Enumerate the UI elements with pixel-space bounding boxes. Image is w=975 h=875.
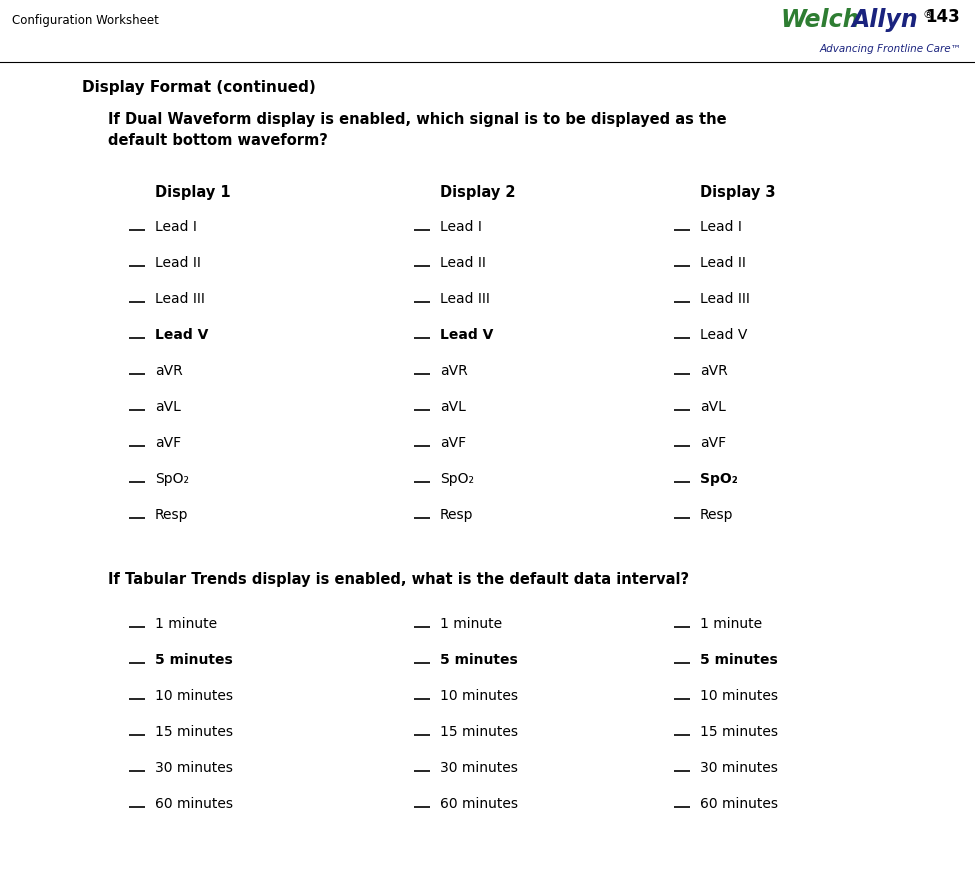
Text: 60 minutes: 60 minutes <box>155 797 233 811</box>
Text: Resp: Resp <box>440 508 474 522</box>
Text: Lead I: Lead I <box>440 220 482 234</box>
Text: If Dual Waveform display is enabled, which signal is to be displayed as the
defa: If Dual Waveform display is enabled, whi… <box>108 112 726 148</box>
Text: Resp: Resp <box>700 508 733 522</box>
Text: 1 minute: 1 minute <box>155 617 217 631</box>
Text: Lead V: Lead V <box>700 328 748 342</box>
Text: 60 minutes: 60 minutes <box>440 797 518 811</box>
Text: 5 minutes: 5 minutes <box>440 653 518 667</box>
Text: 15 minutes: 15 minutes <box>700 725 778 739</box>
Text: Lead II: Lead II <box>155 256 201 270</box>
Text: 15 minutes: 15 minutes <box>440 725 518 739</box>
Text: 60 minutes: 60 minutes <box>700 797 778 811</box>
Text: SpO₂: SpO₂ <box>155 472 189 486</box>
Text: Configuration Worksheet: Configuration Worksheet <box>12 14 159 27</box>
Text: Lead I: Lead I <box>700 220 742 234</box>
Text: 30 minutes: 30 minutes <box>440 761 518 775</box>
Text: aVR: aVR <box>700 364 727 378</box>
Text: aVL: aVL <box>155 400 181 414</box>
Text: Display Format (continued): Display Format (continued) <box>82 80 316 95</box>
Text: Welch: Welch <box>780 8 860 32</box>
Text: 10 minutes: 10 minutes <box>700 689 778 703</box>
Text: SpO₂: SpO₂ <box>700 472 738 486</box>
Text: Advancing Frontline Care™: Advancing Frontline Care™ <box>820 44 962 54</box>
Text: 30 minutes: 30 minutes <box>155 761 233 775</box>
Text: 5 minutes: 5 minutes <box>155 653 233 667</box>
Text: 1 minute: 1 minute <box>440 617 502 631</box>
Text: aVR: aVR <box>155 364 182 378</box>
Text: If Tabular Trends display is enabled, what is the default data interval?: If Tabular Trends display is enabled, wh… <box>108 572 689 587</box>
Text: aVL: aVL <box>440 400 466 414</box>
Text: Lead II: Lead II <box>440 256 486 270</box>
Text: aVR: aVR <box>440 364 468 378</box>
Text: Lead II: Lead II <box>700 256 746 270</box>
Text: SpO₂: SpO₂ <box>440 472 474 486</box>
Text: Lead V: Lead V <box>440 328 493 342</box>
Text: Lead III: Lead III <box>440 292 489 306</box>
Text: Lead I: Lead I <box>155 220 197 234</box>
Text: 143: 143 <box>925 8 960 26</box>
Text: 10 minutes: 10 minutes <box>440 689 518 703</box>
Text: aVF: aVF <box>155 436 181 450</box>
Text: Allyn: Allyn <box>852 8 918 32</box>
Text: 1 minute: 1 minute <box>700 617 762 631</box>
Text: 5 minutes: 5 minutes <box>700 653 778 667</box>
Text: ®: ® <box>923 10 934 20</box>
Text: Lead V: Lead V <box>155 328 209 342</box>
Text: Lead III: Lead III <box>155 292 205 306</box>
Text: Lead III: Lead III <box>700 292 750 306</box>
Text: aVF: aVF <box>700 436 726 450</box>
Text: Display 2: Display 2 <box>440 185 516 200</box>
Text: Resp: Resp <box>155 508 188 522</box>
Text: Display 3: Display 3 <box>700 185 775 200</box>
Text: aVF: aVF <box>440 436 466 450</box>
Text: 15 minutes: 15 minutes <box>155 725 233 739</box>
Text: aVL: aVL <box>700 400 725 414</box>
Text: Display 1: Display 1 <box>155 185 231 200</box>
Text: 10 minutes: 10 minutes <box>155 689 233 703</box>
Text: 30 minutes: 30 minutes <box>700 761 778 775</box>
